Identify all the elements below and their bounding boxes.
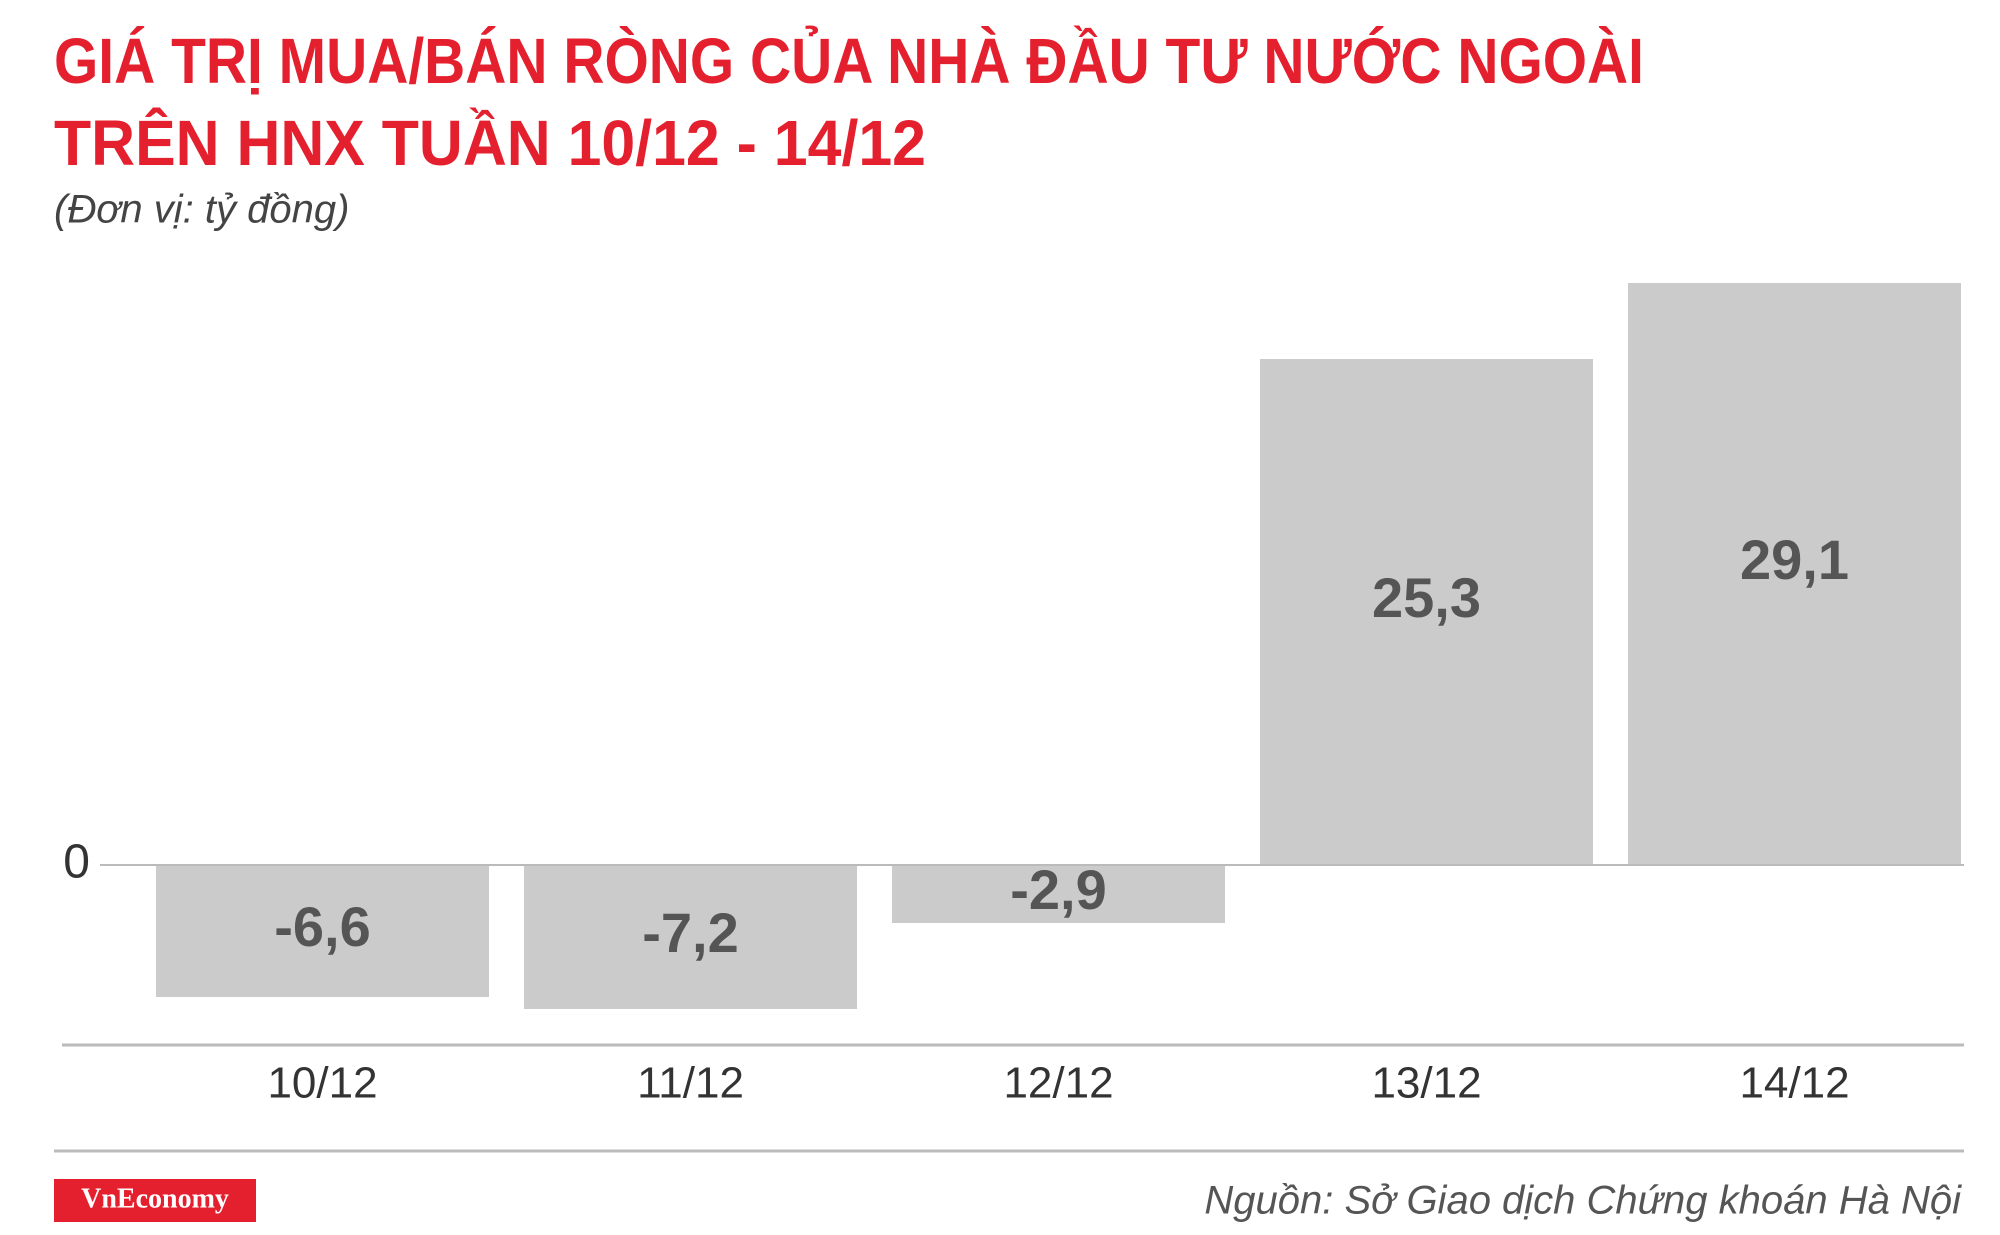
bar [156, 865, 489, 997]
value-label: -6,6 [274, 895, 371, 958]
source: Nguồn: Sở Giao dịch Chứng khoán Hà Nội [1204, 1179, 1962, 1223]
chart-title: GIÁ TRỊ MUA/BÁN RÒNG CỦA NHÀ ĐẦU TƯ NƯỚC… [54, 24, 1644, 97]
value-label: 25,3 [1372, 566, 1481, 629]
bar [1628, 283, 1961, 865]
x-tick-label: 14/12 [1739, 1059, 1849, 1108]
logo: VnEconomy [81, 1183, 229, 1214]
x-tick-label: 11/12 [637, 1059, 744, 1108]
x-tick-label: 12/12 [1003, 1059, 1113, 1108]
bar [524, 865, 857, 1009]
value-label: 29,1 [1740, 528, 1849, 591]
logo-box [54, 1179, 256, 1222]
y-tick-label: 0 [63, 836, 90, 889]
value-label: -7,2 [642, 901, 739, 964]
value-label: -2,9 [1010, 858, 1107, 921]
x-tick-label: 13/12 [1371, 1059, 1481, 1108]
chart-subtitle: (Đơn vị: tỷ đồng) [54, 188, 349, 232]
bar [892, 865, 1225, 923]
bar [1260, 359, 1593, 865]
chart-title: TRÊN HNX TUẦN 10/12 - 14/12 [54, 106, 926, 179]
x-tick-label: 10/12 [267, 1059, 377, 1108]
